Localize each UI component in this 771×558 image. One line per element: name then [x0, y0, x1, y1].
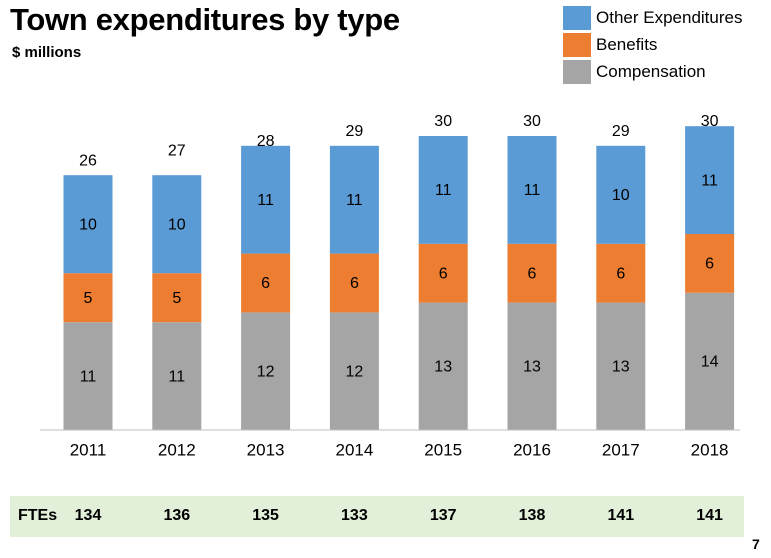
total-label: 29 — [612, 123, 630, 140]
x-tick-label: 2014 — [335, 440, 373, 459]
data-label: 5 — [84, 290, 93, 307]
total-label: 30 — [434, 113, 452, 130]
bar-segment-benefits — [685, 234, 735, 293]
chart-subtitle: $ millions — [12, 44, 82, 61]
legend-label: Benefits — [596, 34, 658, 54]
data-label: 11 — [168, 368, 185, 385]
bar-segment-compensation — [418, 302, 468, 430]
fte-value: 136 — [163, 507, 191, 524]
data-label: 11 — [524, 182, 541, 199]
fte-value: 134 — [74, 507, 102, 524]
bar-segment-benefits — [241, 253, 291, 313]
data-label: 6 — [705, 256, 714, 273]
x-tick-label: 2017 — [602, 440, 640, 459]
fte-value: 141 — [607, 507, 635, 524]
total-label: 27 — [168, 143, 186, 160]
bar-segment-other-expenditures — [596, 145, 646, 244]
total-label: 26 — [79, 152, 97, 169]
data-label: 10 — [168, 216, 186, 233]
bar-segment-benefits — [507, 243, 557, 303]
fte-row-label: FTEs — [18, 507, 58, 524]
legend-swatch-benefits — [563, 32, 591, 57]
data-label: 5 — [172, 290, 181, 307]
data-label: 6 — [528, 265, 537, 282]
x-tick-label: 2015 — [424, 440, 462, 459]
data-label: 12 — [346, 363, 364, 380]
chart-title: Town expenditures by type — [10, 2, 400, 37]
total-label: 29 — [346, 123, 364, 140]
legend-label: Other Expenditures — [596, 7, 743, 27]
total-label: 30 — [701, 113, 719, 130]
fte-value: 133 — [341, 507, 368, 524]
data-label: 13 — [434, 359, 452, 376]
data-label: 6 — [616, 265, 625, 282]
bar-segment-other-expenditures — [152, 175, 202, 274]
data-label: 6 — [261, 275, 270, 292]
bar-segment-benefits — [418, 243, 468, 303]
data-label: 11 — [346, 192, 363, 209]
bar-segment-benefits — [329, 253, 379, 313]
data-label: 14 — [701, 354, 719, 371]
bar-segment-other-expenditures — [685, 126, 735, 234]
x-tick-label: 2018 — [691, 440, 729, 459]
fte-value: 138 — [518, 507, 546, 524]
data-label: 11 — [80, 368, 97, 385]
x-tick-label: 2012 — [158, 440, 196, 459]
fte-row: FTEs 134 136 135 133 137 138 141 141 — [10, 496, 744, 537]
data-label: 10 — [612, 187, 630, 204]
data-label: 11 — [701, 172, 718, 189]
data-label: 11 — [257, 192, 274, 209]
data-label: 6 — [439, 265, 448, 282]
total-label: 30 — [523, 113, 541, 130]
x-tick-label: 2013 — [247, 440, 285, 459]
bar-segment-other-expenditures — [63, 175, 113, 274]
bar-segment-other-expenditures — [507, 136, 557, 244]
bar-segment-compensation — [507, 302, 557, 430]
bar-segment-compensation — [685, 292, 735, 430]
data-label: 13 — [612, 359, 630, 376]
data-label: 12 — [257, 363, 275, 380]
bar-segment-benefits — [596, 243, 646, 303]
bar-segment-other-expenditures — [418, 136, 468, 244]
legend-swatch-other-expenditures — [563, 5, 591, 30]
bar-segment-benefits — [63, 273, 113, 323]
data-label: 6 — [350, 275, 359, 292]
legend-item-other-expenditures: Other Expenditures — [563, 4, 742, 31]
fte-value: 135 — [252, 507, 279, 524]
legend-swatch-compensation — [563, 59, 591, 84]
bar-segment-compensation — [152, 322, 202, 430]
x-tick-label: 2016 — [513, 440, 551, 459]
x-tick-label: 2011 — [70, 440, 107, 459]
bar-segment-other-expenditures — [329, 145, 379, 254]
bar-segment-compensation — [329, 312, 379, 430]
legend: Other Expenditures Benefits Compensation — [563, 4, 742, 85]
data-label: 11 — [435, 182, 452, 199]
bar-segment-compensation — [241, 312, 291, 430]
bar-segment-benefits — [152, 273, 202, 323]
bar-segment-compensation — [63, 322, 113, 430]
legend-label: Compensation — [596, 61, 706, 81]
fte-value: 141 — [696, 507, 723, 524]
data-label: 10 — [79, 216, 97, 233]
data-label: 13 — [523, 359, 541, 376]
legend-item-compensation: Compensation — [563, 58, 742, 85]
total-label: 28 — [257, 133, 275, 150]
bar-segment-compensation — [596, 302, 646, 430]
page-number: 7 — [752, 536, 760, 552]
bar-segment-other-expenditures — [241, 145, 291, 254]
stacked-bar-chart: 11 5 10 26 2011 11 5 10 27 2012 12 6 11 28 2013 12 6 11 29… — [40, 113, 740, 459]
legend-item-benefits: Benefits — [563, 31, 742, 58]
fte-value: 137 — [429, 507, 457, 524]
